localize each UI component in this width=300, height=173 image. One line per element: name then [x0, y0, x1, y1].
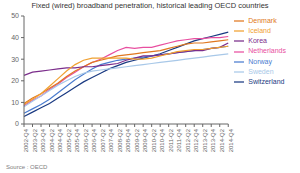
- svg-text:2009-Q4: 2009-Q4: [142, 128, 148, 152]
- html-text:Switzerland: Switzerland: [248, 77, 285, 85]
- svg-text:2010-Q4: 2010-Q4: [159, 128, 165, 152]
- svg-text:2014-Q2: 2014-Q2: [219, 128, 225, 152]
- html-text:Denmark: Denmark: [248, 17, 277, 24]
- html-text:Korea: Korea: [248, 37, 267, 45]
- svg-text:2004-Q2: 2004-Q2: [49, 128, 55, 152]
- svg-text:2013-Q4: 2013-Q4: [210, 128, 216, 152]
- svg-text:2003-Q4: 2003-Q4: [40, 128, 46, 152]
- svg-text:0: 0: [15, 120, 19, 127]
- svg-text:2009-Q2: 2009-Q2: [134, 128, 140, 152]
- svg-text:2012-Q2: 2012-Q2: [185, 128, 191, 152]
- svg-text:20: 20: [11, 77, 19, 84]
- svg-text:50: 50: [11, 12, 19, 19]
- svg-text:2003-Q2: 2003-Q2: [32, 128, 38, 152]
- svg-text:2007-Q2: 2007-Q2: [100, 128, 106, 152]
- svg-text:2010-Q2: 2010-Q2: [151, 128, 157, 152]
- svg-text:2005-Q4: 2005-Q4: [74, 128, 80, 152]
- svg-text:2014-Q4: 2014-Q4: [228, 128, 234, 152]
- svg-text:2013-Q2: 2013-Q2: [202, 128, 208, 152]
- svg-text:2006-Q2: 2006-Q2: [83, 128, 89, 152]
- svg-text:2006-Q4: 2006-Q4: [91, 128, 97, 152]
- svg-text:2012-Q4: 2012-Q4: [193, 128, 199, 152]
- html-text:Netherlands: Netherlands: [248, 47, 286, 55]
- svg-text:2004-Q4: 2004-Q4: [57, 128, 63, 152]
- svg-text:2005-Q2: 2005-Q2: [66, 128, 72, 152]
- svg-text:2007-Q4: 2007-Q4: [108, 128, 114, 152]
- svg-text:40: 40: [11, 34, 19, 41]
- svg-text:30: 30: [11, 56, 19, 63]
- html-text:Fixed (wired) broadband penetr: Fixed (wired) broadband penetration, his…: [31, 1, 269, 10]
- html-text:Sweden: Sweden: [248, 67, 274, 75]
- svg-text:2011-Q2: 2011-Q2: [168, 128, 174, 152]
- html-text:Source : OECD: Source : OECD: [6, 164, 48, 170]
- html-text:Norway: Norway: [248, 57, 272, 65]
- svg-text:10: 10: [11, 99, 19, 106]
- svg-text:2008-Q2: 2008-Q2: [117, 128, 123, 152]
- svg-text:2008-Q4: 2008-Q4: [125, 128, 131, 152]
- svg-text:2002-Q4: 2002-Q4: [23, 128, 29, 152]
- html-text:Iceland: Iceland: [248, 27, 271, 35]
- svg-text:2011-Q4: 2011-Q4: [176, 128, 182, 152]
